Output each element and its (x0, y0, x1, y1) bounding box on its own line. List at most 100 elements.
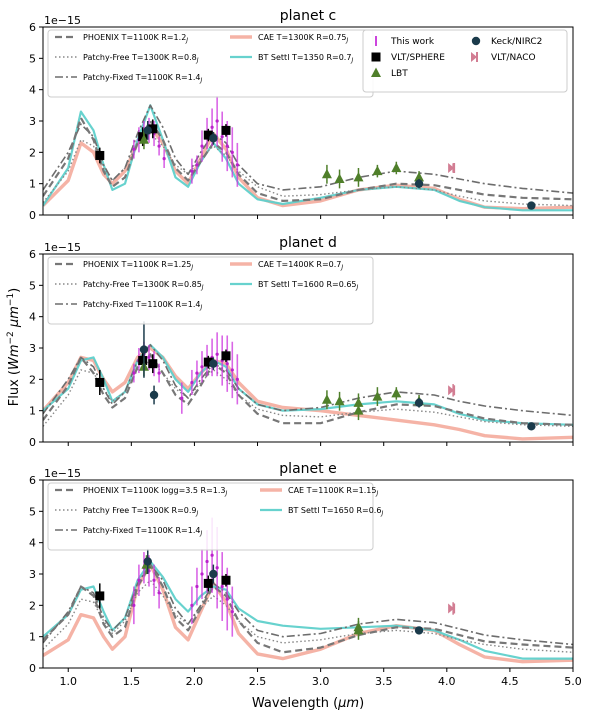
nirc2-marker (143, 557, 152, 566)
x-tick-label: 2.5 (249, 675, 267, 688)
x-tick-label: 2.0 (186, 675, 204, 688)
sphere-marker (148, 359, 158, 369)
thiswork-point (152, 578, 156, 582)
nirc2-marker (414, 398, 424, 408)
plot-markers (95, 517, 456, 640)
legend-label-pfree: Patchy-Free T=1300K R=0.85J (83, 280, 204, 291)
legend-label-cae: CAE T=1100K R=1.15J (288, 486, 378, 497)
lbt-marker (353, 621, 364, 632)
lbt-marker (353, 397, 364, 407)
nirc2-marker (209, 359, 218, 368)
thiswork-point (235, 163, 239, 167)
y-tick-label: 2 (29, 146, 36, 159)
legend-sub-pfree: J (196, 57, 199, 64)
legend-marker-circle (471, 36, 481, 46)
ylabel-unit-exp1: −2 (6, 331, 16, 344)
legend-label-cae: CAE T=1400K R=0.7J (258, 260, 343, 271)
panel-planet-e: planet e 1e−15 0 1 2 3 4 5 6 1.0 1.5 2.0 2.5 3.0 3.5… (29, 461, 582, 688)
axes: 0 1 2 3 4 5 6 (29, 248, 574, 449)
scale-factor: 1e−15 (44, 467, 81, 480)
y-tick-label: 4 (29, 537, 36, 550)
legend-sub-btsettl: J (350, 57, 353, 64)
legend-sub-cae: J (340, 264, 343, 271)
plot-markers (95, 321, 536, 431)
legend-models: PHOENIX T=1100K R=1.25J Patchy-Free T=130… (47, 256, 374, 325)
sphere-marker (203, 130, 213, 140)
series-line-pfixed (43, 563, 573, 646)
scale-factor: 1e−15 (44, 14, 81, 27)
y-tick-label: 4 (29, 311, 36, 324)
legend-sub-pfixed: J (199, 530, 202, 537)
legend-data-label: This work (390, 37, 435, 47)
series-line-pfree (43, 579, 573, 653)
ylabel-unit-main: Wm (7, 344, 22, 370)
legend-sub-phoenix: J (225, 490, 228, 497)
lbt-marker (414, 171, 425, 182)
legend-label-btsettl: BT Settl T=1350 R=0.7J (258, 53, 353, 64)
sphere-marker (221, 575, 231, 585)
legend-label-btsettl: BT Settl T=1600 R=0.65J (258, 280, 359, 291)
lbt-marker (391, 162, 402, 172)
thiswork-point (195, 163, 199, 167)
thiswork-point (195, 371, 199, 375)
legend-label-pfixed: Patchy-Fixed T=1100K R=1.4J (83, 73, 202, 84)
lbt-marker (321, 394, 332, 404)
ylabel-pre: Flux ( (7, 370, 22, 406)
thiswork-point (230, 610, 234, 614)
ylabel-post: ) (7, 288, 22, 293)
legend-label-phoenix: PHOENIX T=1100K R=1.25J (83, 260, 193, 271)
legend-sub-pfree: J (201, 284, 204, 291)
lbt-marker (334, 173, 345, 183)
panel-title: planet c (280, 8, 336, 24)
y-tick-label: 6 (29, 21, 36, 34)
panel-title: planet e (279, 461, 336, 477)
figure-ylabel: Flux (Wm−2 μm−1) (6, 288, 22, 406)
thiswork-point (215, 352, 219, 356)
series-line-phoenix (43, 353, 573, 426)
nirc2-marker (414, 179, 424, 188)
x-tick-label: 1.0 (59, 675, 77, 688)
x-tick-label: 4.5 (501, 675, 519, 688)
nirc2-marker (209, 569, 218, 579)
lbt-marker (353, 171, 364, 182)
thiswork-point (230, 150, 234, 154)
thiswork-point (225, 597, 229, 601)
axes: 0 1 2 3 4 5 6 (29, 21, 574, 222)
y-tick-label: 0 (29, 662, 36, 675)
ylabel-unit-mid: μm (7, 306, 22, 331)
legend-label-pfixed: Patchy-Fixed T=1100K R=1.4J (83, 526, 202, 537)
xlabel-unit: μm (337, 696, 359, 711)
nirc2-marker (209, 134, 218, 143)
thiswork-point (225, 362, 229, 366)
y-tick-label: 0 (29, 436, 36, 449)
thiswork-point (200, 572, 204, 576)
legend-label-pfree: Patchy Free T=1300K R=0.9J (83, 506, 199, 517)
naco-marker (448, 385, 455, 396)
thiswork-point (200, 144, 204, 148)
nirc2-marker (143, 126, 152, 135)
thiswork-point (147, 355, 151, 359)
y-tick-label: 5 (29, 279, 36, 292)
y-tick-label: 6 (29, 474, 36, 487)
thiswork-point (225, 144, 229, 148)
thiswork-point (205, 559, 209, 564)
panel-planet-d: planet d 1e−15 0 1 2 3 4 5 6 PHOENIX T=1100K R… (29, 235, 574, 449)
legend-sub-pfree: J (196, 510, 199, 517)
thiswork-point (132, 603, 136, 607)
sphere-marker (95, 377, 105, 387)
legend-data-label: VLT/SPHERE (391, 53, 445, 63)
thiswork-point (132, 147, 136, 151)
panel-title: planet d (279, 235, 337, 251)
legend-sub-phoenix: J (185, 37, 188, 44)
legend-marker-triangle (371, 67, 381, 77)
legend-marker-square (371, 52, 381, 62)
series-line-btsettl (43, 560, 573, 660)
sphere-marker (148, 124, 158, 134)
thiswork-point (195, 584, 199, 589)
series-line-phoenix (43, 116, 573, 202)
thiswork-point (190, 169, 194, 173)
sphere-marker (95, 591, 105, 601)
y-tick-label: 5 (29, 505, 36, 518)
thiswork-point (215, 566, 219, 570)
